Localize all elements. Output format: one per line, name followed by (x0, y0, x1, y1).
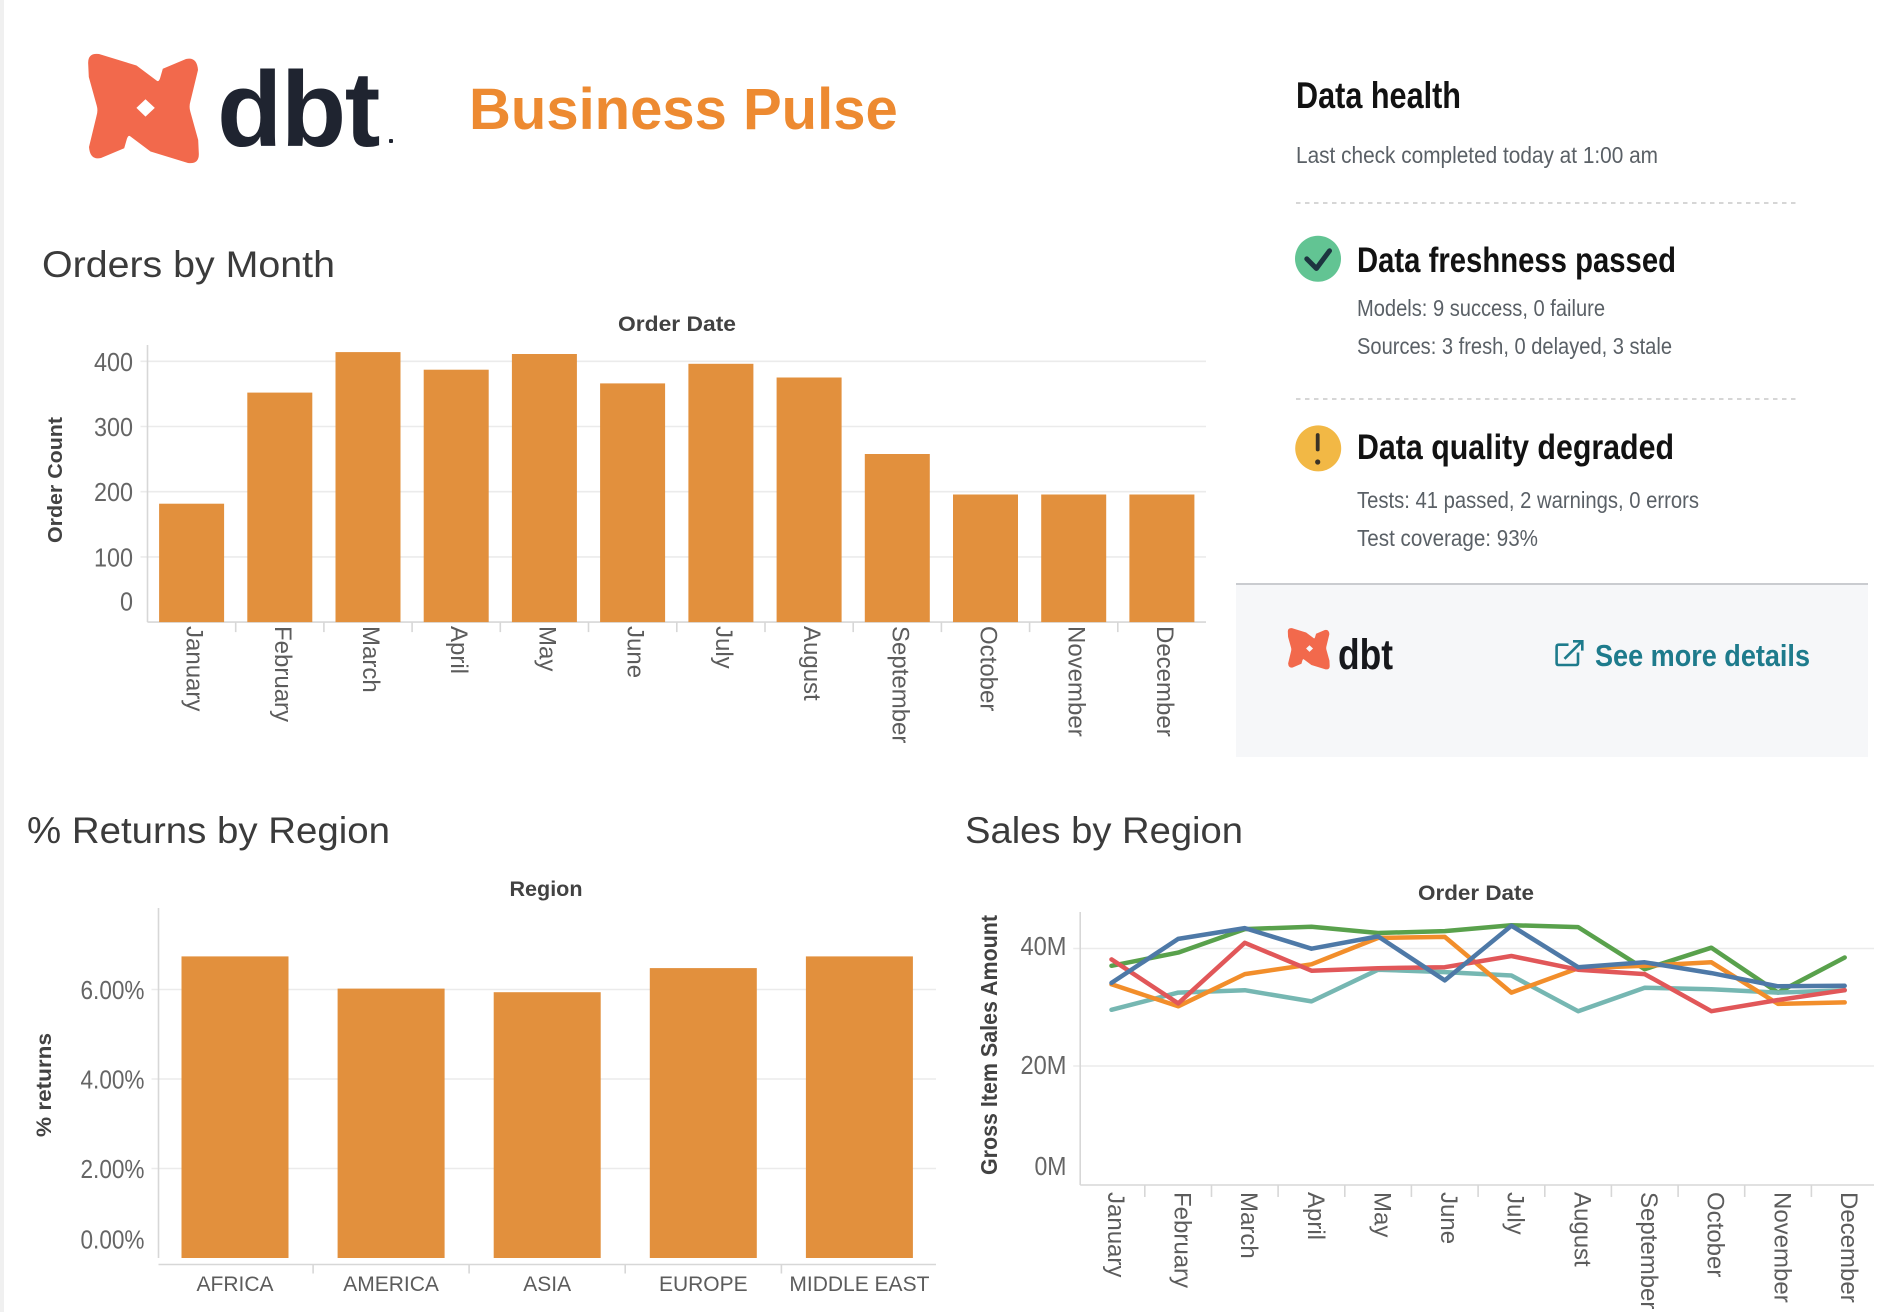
svg-text:June: June (1435, 1192, 1462, 1244)
svg-text:40M: 40M (1021, 931, 1067, 961)
svg-text:October: October (1702, 1192, 1729, 1277)
svg-text:100: 100 (94, 542, 133, 572)
svg-text:400: 400 (94, 347, 133, 377)
svg-text:dbt: dbt (1338, 631, 1393, 679)
svg-text:October: October (975, 626, 1002, 711)
svg-text:Last check completed today at: Last check completed today at 1:00 am (1296, 142, 1658, 168)
svg-text:February: February (269, 626, 296, 722)
svg-text:4.00%: 4.00% (81, 1065, 145, 1095)
svg-text:September: September (886, 626, 913, 743)
svg-text:0.00%: 0.00% (81, 1225, 145, 1255)
svg-text:Order Count: Order Count (45, 417, 67, 543)
svg-text:January: January (181, 626, 208, 711)
svg-text:Sources: 3 fresh, 0 delayed, 3: Sources: 3 fresh, 0 delayed, 3 stale (1357, 333, 1672, 359)
svg-text:August: August (1568, 1192, 1595, 1267)
svg-text:March: March (357, 626, 384, 693)
svg-text:March: March (1235, 1192, 1262, 1259)
svg-text:November: November (1768, 1192, 1795, 1303)
svg-text:Data freshness passed: Data freshness passed (1357, 241, 1676, 280)
svg-text:Test coverage: 93%: Test coverage: 93% (1357, 525, 1538, 551)
svg-text:2.00%: 2.00% (81, 1154, 145, 1184)
svg-text:August: August (798, 626, 825, 701)
svg-text:May: May (533, 626, 560, 671)
svg-text:May: May (1368, 1192, 1395, 1237)
svg-text:Models: 9 success, 0 failure: Models: 9 success, 0 failure (1357, 295, 1605, 321)
svg-text:April: April (1302, 1192, 1329, 1240)
svg-text:6.00%: 6.00% (81, 975, 145, 1005)
svg-text:November: November (1063, 626, 1090, 737)
svg-text:Data health: Data health (1296, 75, 1461, 116)
svg-text:July: July (1502, 1192, 1529, 1235)
svg-text:February: February (1169, 1192, 1196, 1288)
svg-text:0: 0 (120, 587, 133, 617)
svg-text:Sales by Region: Sales by Region (965, 810, 1243, 851)
svg-text:September: September (1635, 1192, 1662, 1309)
svg-text:June: June (622, 626, 649, 678)
svg-text:200: 200 (94, 477, 133, 507)
svg-text:Tests: 41 passed, 2 warnings,: Tests: 41 passed, 2 warnings, 0 errors (1357, 487, 1699, 513)
svg-text:Orders by Month: Orders by Month (42, 244, 335, 285)
svg-text:ASIA: ASIA (523, 1273, 571, 1296)
svg-text:EUROPE: EUROPE (659, 1273, 748, 1296)
svg-text:Data quality degraded: Data quality degraded (1357, 428, 1674, 467)
svg-text:July: July (710, 626, 737, 669)
svg-text:Order Date: Order Date (618, 313, 736, 336)
svg-text:20M: 20M (1021, 1050, 1067, 1080)
svg-text:MIDDLE EAST: MIDDLE EAST (789, 1273, 929, 1296)
svg-text:AMERICA: AMERICA (343, 1273, 439, 1296)
svg-text:% Returns by Region: % Returns by Region (27, 810, 390, 851)
svg-text:AFRICA: AFRICA (196, 1273, 273, 1296)
svg-text:April: April (445, 626, 472, 674)
svg-text:Region: Region (510, 878, 583, 901)
svg-text:0M: 0M (1035, 1151, 1067, 1181)
svg-text:January: January (1102, 1192, 1129, 1277)
svg-text:300: 300 (94, 412, 133, 442)
svg-text:Gross Item Sales Amount: Gross Item Sales Amount (976, 915, 1002, 1175)
svg-text:See more details: See more details (1595, 638, 1810, 673)
svg-text:% returns: % returns (33, 1033, 56, 1137)
svg-text:December: December (1151, 626, 1178, 737)
svg-text:Order Date: Order Date (1418, 882, 1534, 905)
svg-text:December: December (1835, 1192, 1862, 1303)
